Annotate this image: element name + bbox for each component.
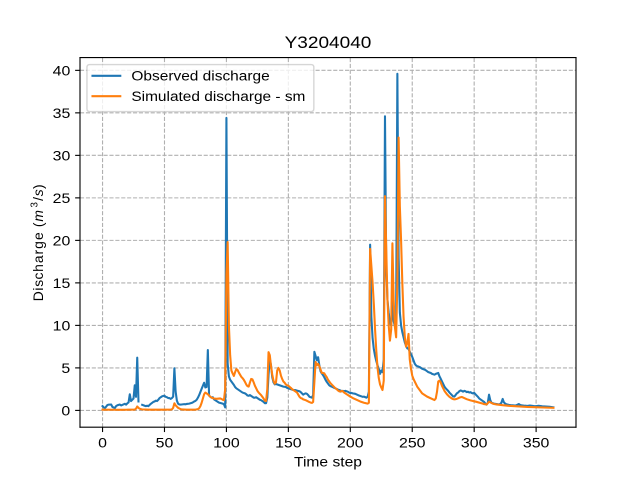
svg-text:250: 250 xyxy=(399,434,426,450)
svg-text:35: 35 xyxy=(53,105,71,121)
svg-text:50: 50 xyxy=(156,434,174,450)
svg-text:Simulated discharge - sm: Simulated discharge - sm xyxy=(131,88,305,104)
svg-text:5: 5 xyxy=(61,360,70,376)
svg-text:0: 0 xyxy=(61,403,70,419)
svg-text:Time step: Time step xyxy=(294,453,362,469)
svg-text:Observed discharge: Observed discharge xyxy=(131,68,270,84)
svg-text:100: 100 xyxy=(213,434,240,450)
svg-text:20: 20 xyxy=(53,233,71,249)
svg-text:D i s c: D i s c h a r g e ( / ) m s 3 xyxy=(23,178,48,301)
svg-text:150: 150 xyxy=(275,434,302,450)
svg-text:10: 10 xyxy=(53,318,71,334)
svg-text:0: 0 xyxy=(98,434,107,450)
svg-text:15: 15 xyxy=(53,275,71,291)
svg-text:40: 40 xyxy=(53,63,71,79)
svg-text:200: 200 xyxy=(337,434,364,450)
svg-text:25: 25 xyxy=(53,190,71,206)
svg-text:350: 350 xyxy=(523,434,550,450)
svg-text:30: 30 xyxy=(53,148,71,164)
svg-text:Y3204040: Y3204040 xyxy=(285,33,372,52)
svg-text:300: 300 xyxy=(461,434,488,450)
